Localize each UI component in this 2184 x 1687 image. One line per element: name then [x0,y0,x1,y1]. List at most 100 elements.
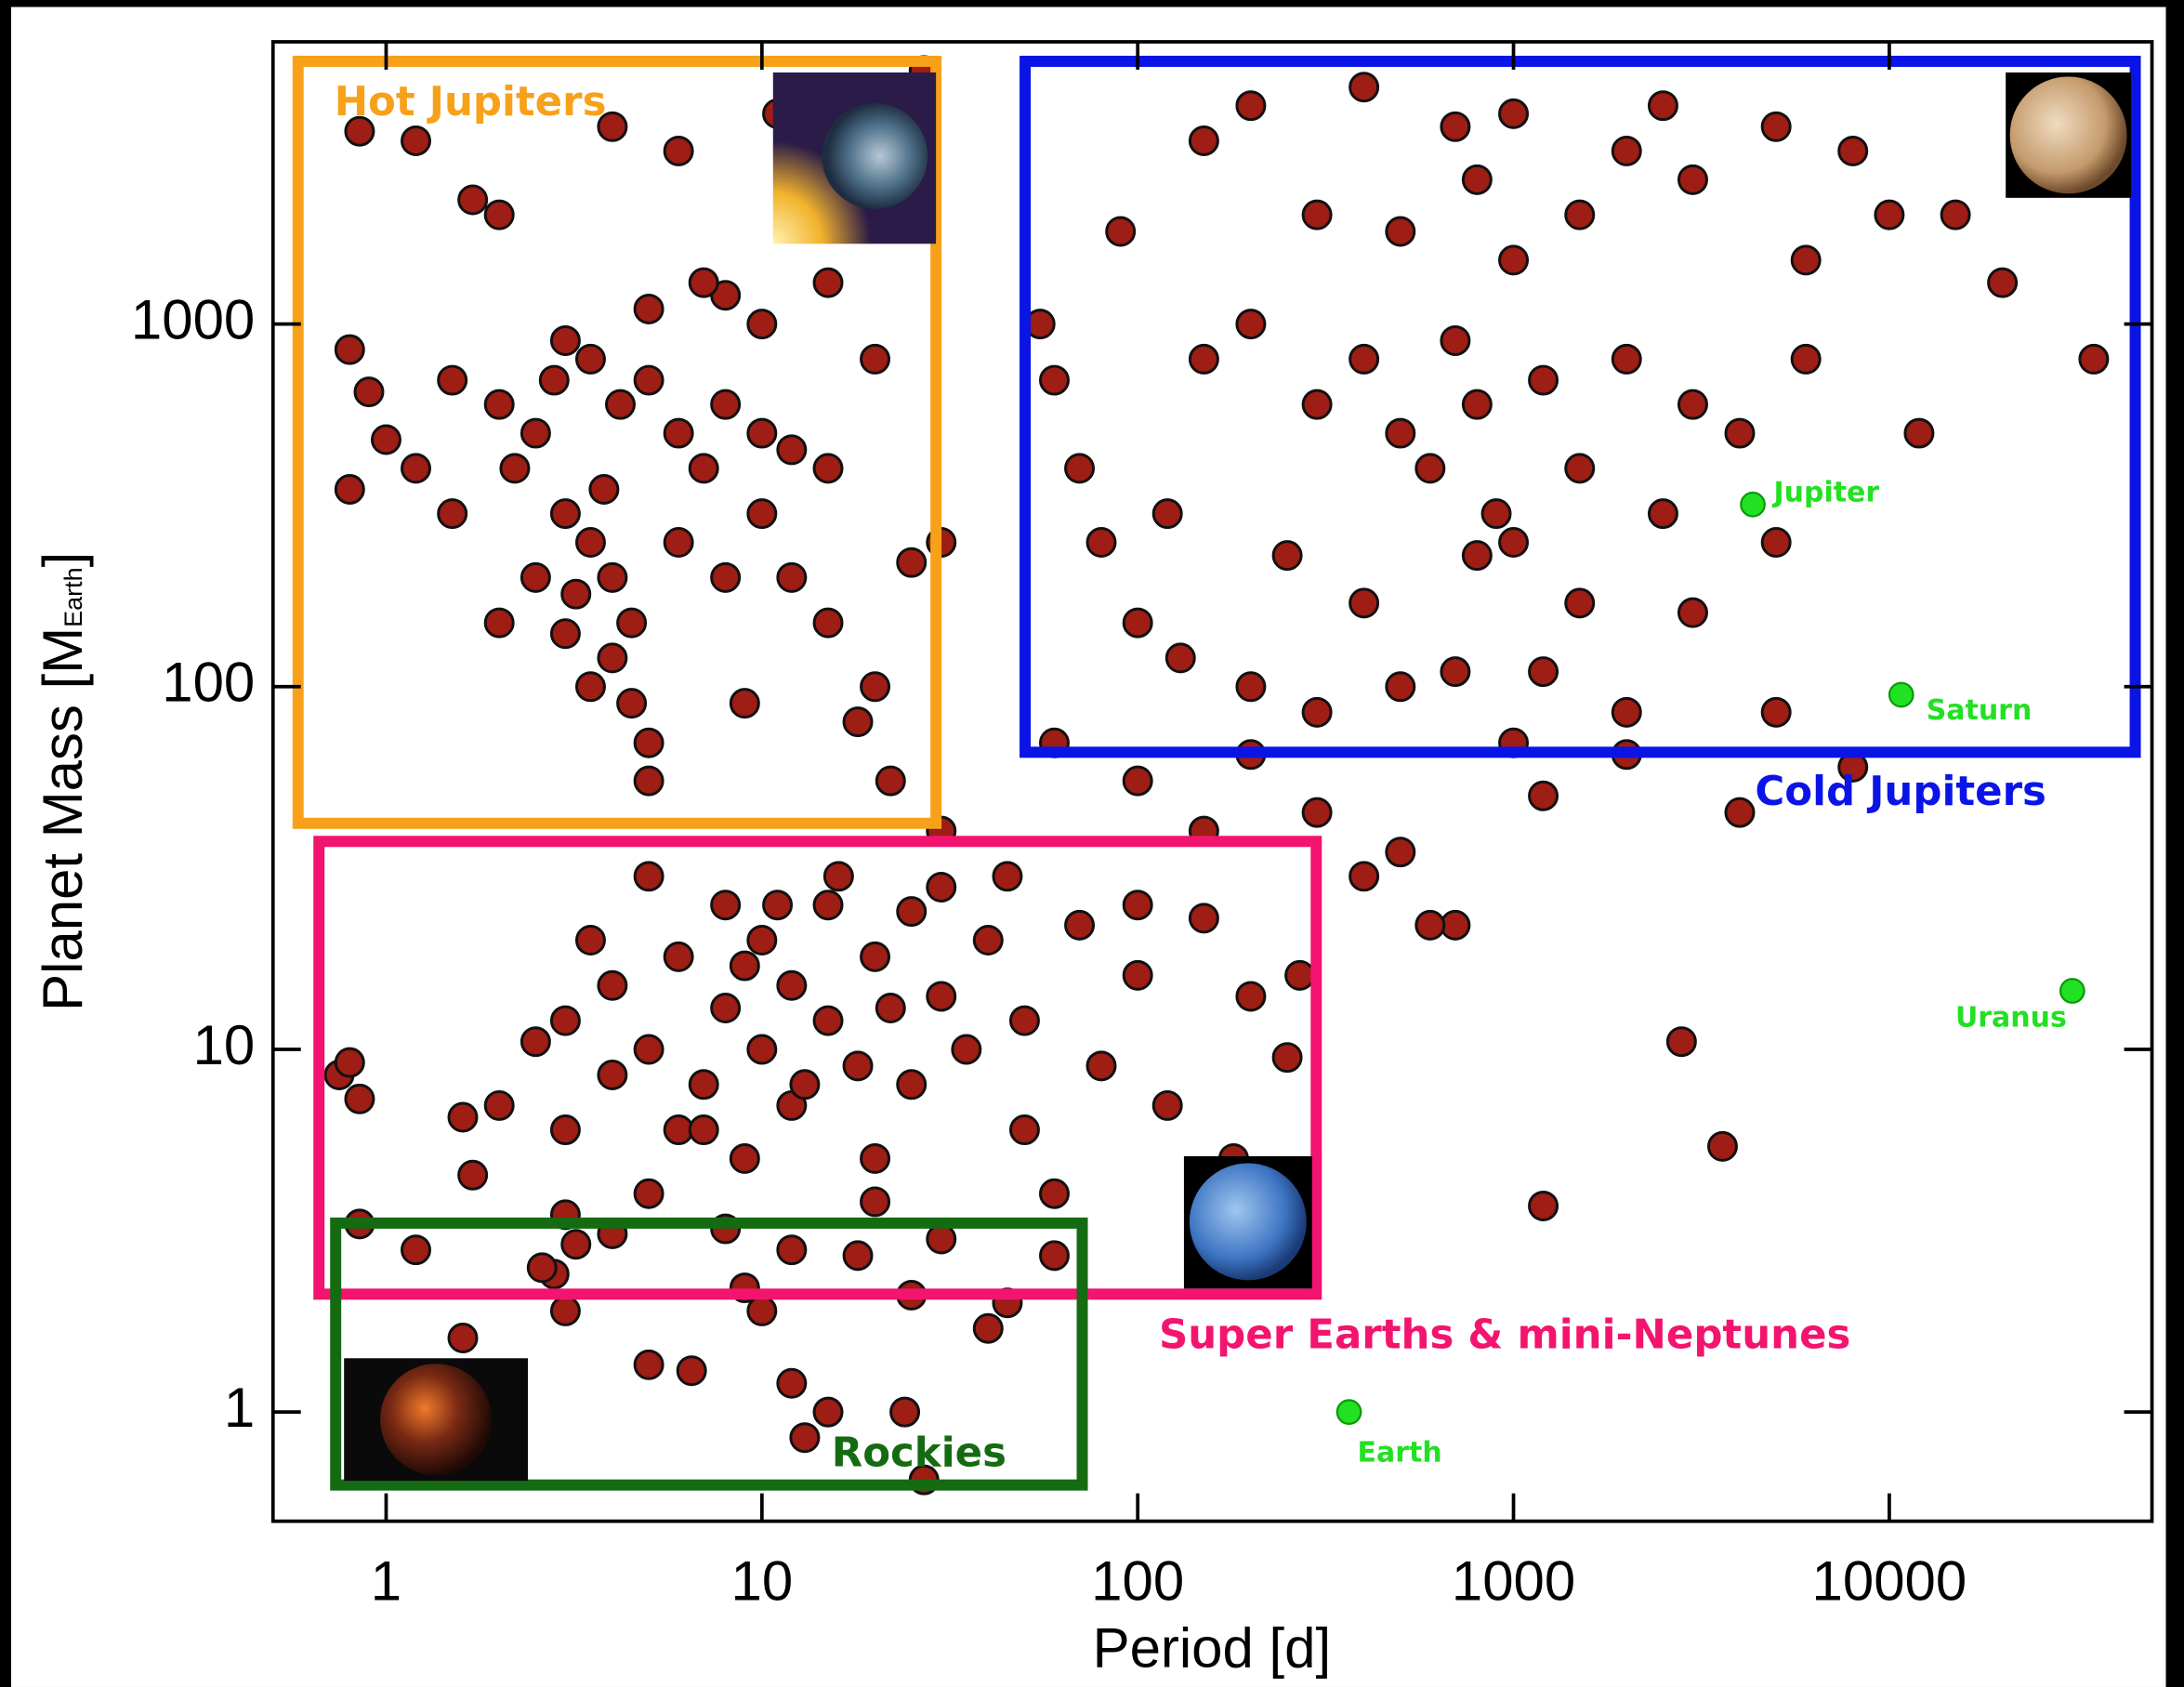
exoplanet-point [1461,540,1493,572]
exoplanet-point [1611,135,1642,166]
y-tick-label: 100 [162,652,255,714]
exoplanet-point [860,941,891,972]
exoplanet-point [1498,98,1530,129]
exoplanet-point [574,527,606,559]
solar-system-point [1740,491,1766,518]
exoplanet-point [574,671,606,703]
exoplanet-point [483,389,515,420]
exoplanet-point [616,607,648,639]
exoplanet-point [597,642,628,674]
exoplanet-point [549,1295,581,1326]
exoplanet-point [688,267,719,298]
exoplanet-point [1188,125,1219,156]
exoplanet-point [334,474,365,505]
exoplanet-point [663,941,694,972]
exoplanet-point [483,199,515,231]
y-label-main: Planet Mass [M [32,627,94,1011]
exoplanet-point [1440,324,1471,356]
exoplanet-point [574,343,606,375]
exoplanet-point [2078,343,2110,375]
exoplanet-point [1349,72,1380,103]
exoplanet-point [353,376,385,408]
x-tick-label: 1000 [1452,1549,1575,1612]
exoplanet-point [1349,343,1380,375]
exoplanet-point [776,969,808,1001]
exoplanet-point [344,115,375,147]
exoplanet-point [676,1355,707,1387]
exoplanet-point [992,861,1023,892]
jupiter-planet [2009,76,2127,194]
exoplanet-point [549,324,581,356]
exoplanet-point [1164,642,1196,674]
exoplanet-point [1498,244,1530,276]
exoplanet-point [1122,607,1153,639]
region-boxes [292,55,2141,1491]
exoplanet-point [1760,527,1792,559]
exoplanet-point [1724,797,1756,828]
exoplanet-point [746,498,778,530]
exoplanet-point [812,267,844,298]
y-tick-label: 10 [193,1014,256,1076]
exoplanet-point [447,1101,479,1133]
exoplanet-point [520,417,551,449]
exoplanet-point [1677,597,1708,628]
exoplanet-point [812,1396,844,1428]
exoplanet-point [972,925,1004,956]
exoplanet-point [1064,909,1096,941]
exoplanet-point [842,706,874,738]
exoplanet-point [926,1223,957,1255]
exoplanet-point [1665,1026,1697,1058]
rockies-box [330,1217,1088,1491]
exoplanet-point [1235,309,1267,340]
exoplanet-point [1122,959,1153,991]
exoplanet-point [688,453,719,484]
exoplanet-point [1528,364,1559,396]
y-axis-label: Planet Mass [MEarth] [32,552,94,1011]
exoplanet-point [1151,498,1183,530]
exoplanet-point [1085,527,1117,559]
exoplanet-point [1188,343,1219,375]
exoplanet-point [746,309,778,340]
cold-jupiters-box [1020,55,2141,758]
region-label: Super Earths & mini-Neptunes [1159,1311,1850,1358]
exoplanet-point [1790,343,1822,375]
super-earths-box [313,836,1322,1300]
exoplanet-point [1611,696,1642,728]
exoplanet-point [1528,780,1559,811]
rocky-planet [380,1364,493,1476]
exoplanet-point [663,527,694,559]
exoplanet-point [896,896,928,928]
exoplanet-point [1122,765,1153,797]
planet-images [344,72,2132,1482]
exoplanet-point [1987,267,2019,298]
exoplanet-point [1235,671,1267,703]
exoplanet-point [1790,244,1822,276]
exoplanet-point [729,950,760,982]
exoplanet-point [746,417,778,449]
exoplanet-point [633,364,664,396]
x-tick-label: 10 [730,1549,793,1612]
exoplanet-point [1301,797,1333,828]
exoplanet-point [560,578,592,610]
exoplanet-point [1301,696,1333,728]
exoplanet-point [1385,216,1416,247]
exoplanet-point [822,861,854,892]
exoplanet-point [1647,90,1678,122]
planet-label: Saturn [1927,694,2033,727]
exoplanet-point [860,1186,891,1218]
exoplanet-point [1284,959,1316,991]
exoplanet-point [1706,1130,1738,1162]
exoplanet-point [1647,498,1678,530]
exoplanet-point [1440,111,1471,142]
exoplanet-point [729,688,760,719]
exoplanet-point [842,1240,874,1272]
exoplanet-point [1498,527,1530,559]
y-tick-label: 1000 [131,288,255,350]
exoplanet-point [1349,587,1380,619]
exoplanet-point [1440,656,1471,688]
exoplanet-point [1414,909,1446,941]
planet-label: Jupiter [1772,476,1880,508]
exoplanet-point [549,1005,581,1036]
exoplanet-point [633,1178,664,1209]
exoplanet-point [875,993,906,1024]
